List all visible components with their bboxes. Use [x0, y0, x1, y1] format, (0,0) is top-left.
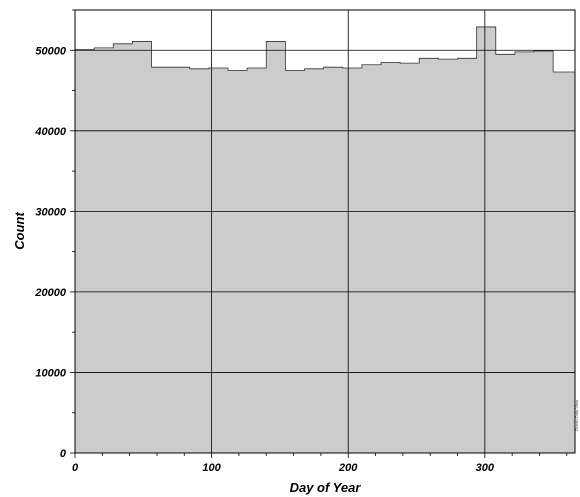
histogram-bar: [400, 63, 420, 453]
histogram-bar: [151, 67, 171, 454]
histogram-bar: [476, 26, 497, 453]
histogram-bar: [534, 51, 554, 453]
histogram-bar: [208, 67, 229, 453]
axis-ticks: 0 10000 20000 30000 40000 50000 0 100 200 300: [34, 9, 568, 474]
x-axis-title: Day of Year: [290, 480, 362, 495]
histogram-bar: [361, 64, 382, 454]
x-tick-label: 200: [338, 462, 358, 474]
histogram-bar: [75, 49, 95, 453]
histogram-bar: [514, 51, 535, 453]
histogram-bar: [457, 58, 477, 454]
histogram-bar: [419, 58, 439, 454]
histogram-bar: [247, 67, 267, 453]
histogram-bar: [323, 67, 344, 454]
y-tick-label: 20000: [34, 287, 66, 299]
x-tick-label: 300: [476, 462, 495, 474]
y-tick-label: 30000: [35, 206, 66, 218]
y-axis-title: Count: [12, 212, 27, 250]
histogram-outline: [74, 26, 576, 453]
histogram-bar: [228, 70, 248, 453]
histogram-bar: [94, 47, 114, 454]
gridlines: [75, 10, 575, 453]
y-tick-label: 40000: [34, 126, 66, 138]
histogram-bar: [132, 41, 152, 454]
histogram-bar: [438, 59, 458, 454]
plot-frame: [74, 9, 576, 454]
histogram-bar: [266, 41, 286, 454]
axis-frame: [74, 9, 576, 454]
histogram-bar: [189, 68, 210, 453]
plot-area: [74, 10, 576, 454]
y-tick-label: 10000: [35, 367, 66, 379]
histogram-bar: [304, 68, 324, 453]
histogram-bar: [285, 70, 305, 453]
histogram-bar: [170, 67, 191, 454]
histogram-bar: [495, 54, 516, 454]
y-tick-label: 0: [60, 448, 67, 460]
histogram-bar: [553, 72, 576, 454]
x-tick-label: 100: [202, 462, 221, 474]
y-tick-label: 50000: [35, 45, 66, 57]
histogram-bar: [342, 67, 363, 453]
x-tick-label: 0: [72, 462, 79, 474]
histogram-bar: [381, 62, 401, 453]
histogram-bar: [113, 43, 133, 453]
watermark-text: Ocean Data View: [574, 400, 579, 431]
